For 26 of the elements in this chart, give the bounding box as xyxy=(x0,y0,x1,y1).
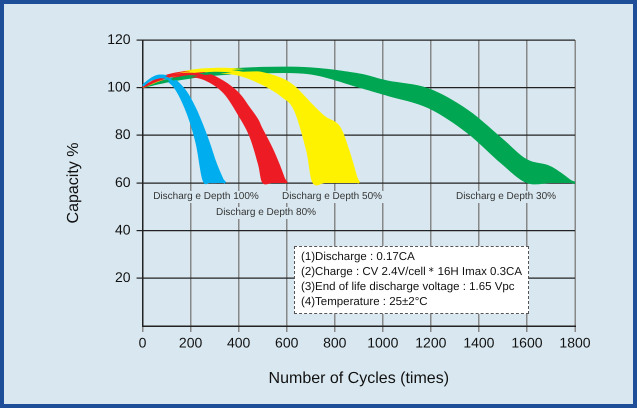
x-tick-label: 600 xyxy=(275,334,299,350)
x-tick-label: 1800 xyxy=(559,334,591,350)
annotation: Discharg e Depth 80% xyxy=(214,207,318,219)
x-tick-label: 1600 xyxy=(511,334,543,350)
y-axis-title: Capacity % xyxy=(65,142,82,224)
annotation: Discharg e Depth 50% xyxy=(280,191,384,203)
annotation: Discharg e Depth 100% xyxy=(151,191,261,203)
x-tick-label: 200 xyxy=(178,334,202,350)
x-tick-label: 0 xyxy=(138,334,147,350)
annotation: (4)Temperature : 25±2°C xyxy=(301,295,429,310)
y-tick-label: 60 xyxy=(114,174,131,190)
x-tick-label: 800 xyxy=(323,334,347,350)
y-tick-label: 120 xyxy=(107,30,131,47)
y-tick-label: 40 xyxy=(114,222,131,238)
annotation: (2)Charge : CV 2.4V/cell＊16H Imax 0.3CA xyxy=(301,265,522,280)
annotation: (1)Discharge : 0.17CA xyxy=(301,250,416,265)
annotation: (3)End of life discharge voltage : 1.65 Vpc xyxy=(301,280,516,295)
x-tick-label: 1000 xyxy=(367,334,399,350)
x-tick-label: 1200 xyxy=(415,334,447,350)
x-axis-title: Number of Cycles (times) xyxy=(268,370,450,387)
y-tick-label: 100 xyxy=(107,78,131,95)
x-tick-label: 1400 xyxy=(463,334,495,350)
x-tick-label: 400 xyxy=(226,334,251,350)
y-tick-label: 80 xyxy=(114,126,131,142)
annotation: Discharg e Depth 30% xyxy=(454,191,558,203)
y-tick-label: 20 xyxy=(114,269,131,286)
